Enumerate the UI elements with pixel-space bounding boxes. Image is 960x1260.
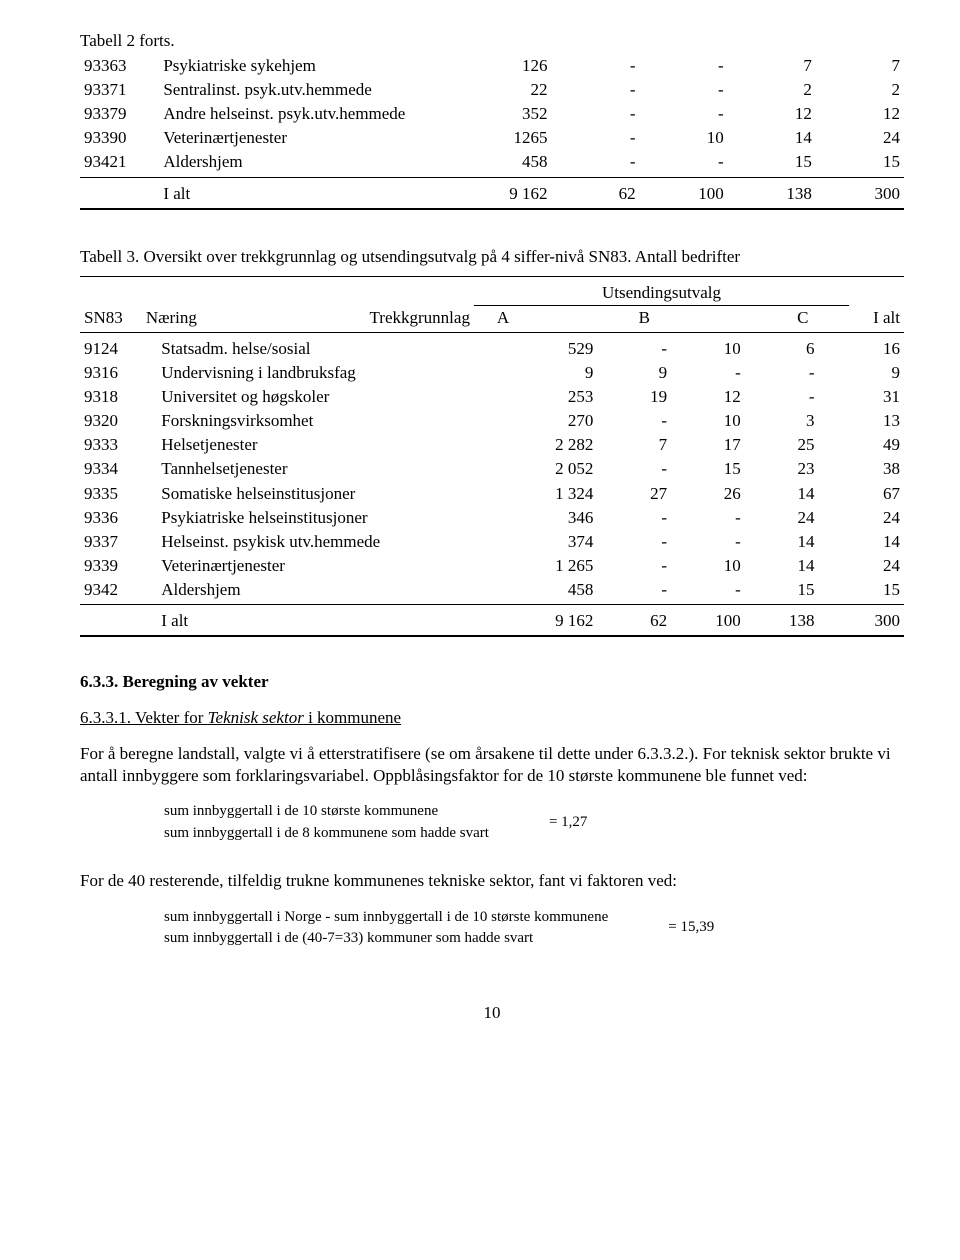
table-row: 93363Psykiatriske sykehjem126--77 [80,54,904,78]
fraction-2: sum innbyggertall i Norge - sum innbygge… [158,907,904,950]
table-row: 9333Helsetjenester2 2827172549 [80,433,904,457]
table2-forts: 93363Psykiatriske sykehjem126--7793371Se… [80,54,904,174]
table-row: 9337Helseinst. psykisk utv.hemmede374--1… [80,530,904,554]
table2-forts-label: Tabell 2 forts. [80,30,904,52]
table-row: 9318Universitet og høgskoler2531912-31 [80,385,904,409]
table-row: 9342Aldershjem458--1515 [80,578,904,602]
page-number: 10 [80,1002,904,1024]
fraction-1: sum innbyggertall i de 10 største kommun… [158,801,904,844]
para-2: For de 40 resterende, tilfeldig trukne k… [80,870,904,892]
para-1: For å beregne landstall, valgte vi å ett… [80,743,904,787]
table3: SN83 Næring Trekkgrunnlag Utsendingsutva… [80,281,904,330]
table2-forts-total: I alt 9 162 62 100 138 300 [80,182,904,206]
section-6-3-3: 6.3.3. Beregning av vekter [80,671,904,693]
table-row: 9335Somatiske helseinstitusjoner1 324272… [80,482,904,506]
table-row: 9320Forskningsvirksomhet270-10313 [80,409,904,433]
total-label: I alt [159,182,454,206]
table-row: 9316Undervisning i landbruksfag99--9 [80,361,904,385]
table3-caption: Tabell 3. Oversikt over trekkgrunnlag og… [80,246,904,268]
subsection-6-3-3-1: 6.3.3.1. Vekter for Teknisk sektor i kom… [80,707,904,729]
table3-total: I alt 9 162 62 100 138 300 [80,609,904,633]
table-row: 93390Veterinærtjenester1265-101424 [80,126,904,150]
table-row: 9339Veterinærtjenester1 265-101424 [80,554,904,578]
table-row: 93371Sentralinst. psyk.utv.hemmede22--22 [80,78,904,102]
table-row: 93421Aldershjem458--1515 [80,150,904,174]
table-row: 9124Statsadm. helse/sosial529-10616 [80,337,904,361]
table-row: 9336Psykiatriske helseinstitusjoner346--… [80,506,904,530]
table-row: 93379Andre helseinst. psyk.utv.hemmede35… [80,102,904,126]
table3-body: 9124Statsadm. helse/sosial529-106169316U… [80,337,904,602]
table-row: 9334Tannhelsetjenester2 052-152338 [80,457,904,481]
